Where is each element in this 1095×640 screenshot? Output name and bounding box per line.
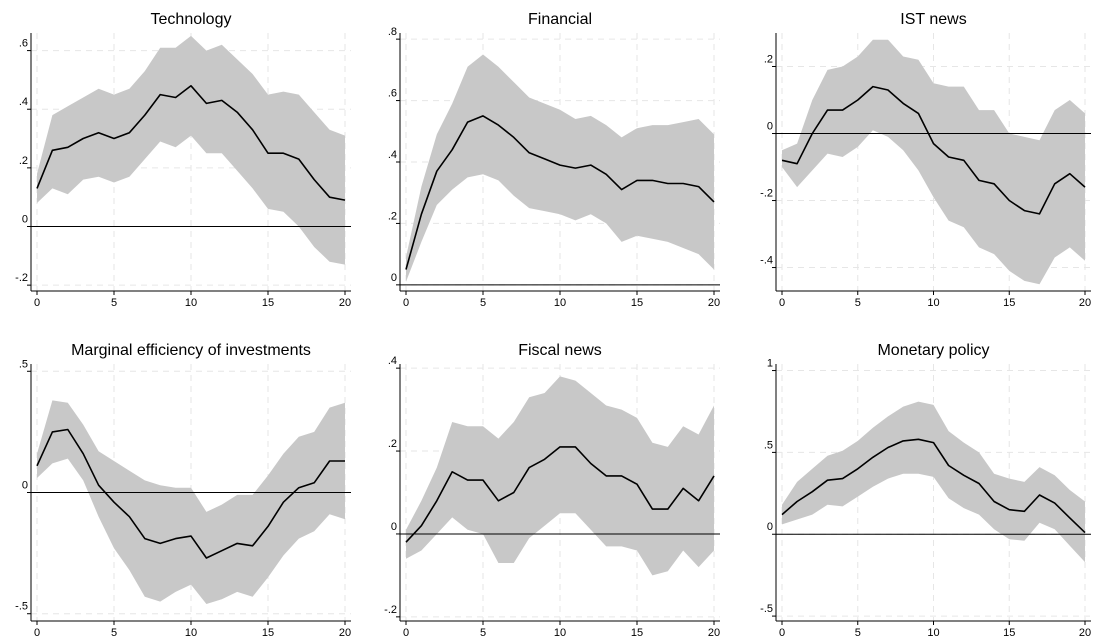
response-line [781,438,1086,534]
x-tick-label: 10 [927,627,939,639]
response-line [36,85,346,201]
x-tick-label: 20 [339,627,351,639]
chart-panel-3: IST news -.4 -.2 0 .2 0 5 10 15 20 [760,11,1091,309]
x-tick-label: 5 [855,297,861,309]
y-tick-label: -.5 [15,601,28,613]
x-tick-label: 10 [185,297,197,309]
y-tick-label: 0 [22,480,28,492]
x-tick-label: 0 [34,627,40,639]
y-tick-label: .4 [388,149,397,161]
panel-title: Technology [151,11,232,28]
x-tick-label: 15 [631,627,643,639]
x-tick-label: 15 [1003,297,1015,309]
y-tick-label: .4 [19,96,28,108]
x-tick-label: 0 [34,297,40,309]
confidence-band [406,54,714,282]
y-tick-label: .2 [388,210,397,222]
x-tick-label: 5 [480,297,486,309]
chart-panel-6: Monetary policy-.50.510 5 10 15 20 [760,342,1091,639]
x-tick-label: 10 [554,297,566,309]
y-tick-label: .6 [388,88,397,100]
x-tick-label: 20 [339,297,351,309]
x-tick-label: 5 [111,297,117,309]
x-tick-label: 0 [779,627,785,639]
y-tick-label: 0 [767,121,773,133]
y-tick-label: .2 [19,155,28,167]
confidence-band [782,401,1085,563]
x-tick-label: 5 [480,627,486,639]
y-tick-label: 0 [22,214,28,226]
x-tick-label: 10 [185,627,197,639]
y-tick-label: .8 [388,26,397,38]
chart-panel-5: Fiscal news -.2 0 .2 .4 0 5 10 15 20 [384,342,720,639]
y-tick-label: -.5 [760,603,773,615]
x-tick-label: 20 [1079,627,1091,639]
y-tick-label: 1 [767,358,773,370]
y-tick-label: 0 [391,272,397,284]
chart-panel-1: Technology -.2 0 .2 .4 .6 0 5 10 15 20 [15,11,351,309]
panel-title: IST news [900,11,966,28]
x-tick-label: 10 [927,297,939,309]
panel-title: Monetary policy [877,342,989,359]
x-tick-label: 5 [111,627,117,639]
y-tick-label: .2 [388,438,397,450]
x-tick-label: 0 [403,297,409,309]
x-tick-label: 10 [554,627,566,639]
y-tick-label: .4 [388,355,397,367]
y-tick-label: 0 [391,521,397,533]
x-tick-label: 15 [1003,627,1015,639]
confidence-band [37,400,345,604]
chart-panel-4: Marginal efficiency of investments -.5 0 .5… [15,342,351,639]
x-tick-label: 0 [403,627,409,639]
y-tick-label: .2 [764,54,773,66]
response-line [405,446,715,543]
y-tick-label: .6 [19,38,28,50]
x-tick-label: 20 [708,627,720,639]
x-tick-label: 15 [262,627,274,639]
confidence-band [37,35,345,265]
response-line [405,115,715,270]
x-tick-label: 20 [1079,297,1091,309]
y-tick-label: -.2 [760,188,773,200]
x-tick-label: 15 [631,297,643,309]
response-line [36,428,345,559]
y-tick-label: 0 [767,521,773,533]
y-tick-label: -.4 [760,255,773,267]
panel-title: Marginal efficiency of investments [71,342,311,359]
y-tick-label: -.2 [15,272,28,284]
x-tick-label: 0 [779,297,785,309]
response-line [781,85,1086,215]
y-tick-label: .5 [19,358,28,370]
x-tick-label: 15 [262,297,274,309]
confidence-band [406,376,714,576]
panel-title: Financial [528,11,592,28]
y-tick-label: -.2 [384,604,397,616]
chart-panel-2: Financial 0 .2 .4 .6 .8 0 5 10 15 20 [388,11,720,309]
panel-title: Fiscal news [518,342,602,359]
x-tick-label: 5 [855,627,861,639]
y-tick-label: .5 [764,439,773,451]
x-tick-label: 20 [708,297,720,309]
